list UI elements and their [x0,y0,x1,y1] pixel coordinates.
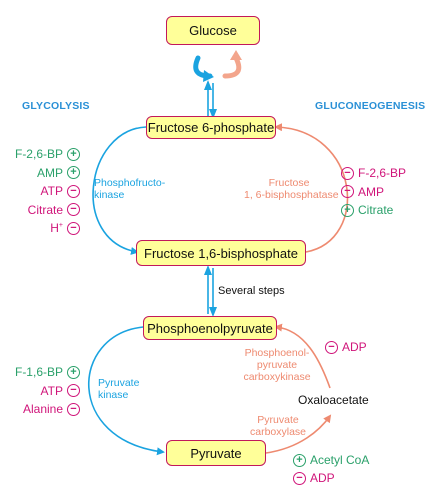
regulator-name: F-2,6-BP [14,147,63,161]
f6p-to-glucose-arrow [222,55,242,79]
pk-arrow [87,326,165,456]
pc-arrow [265,414,332,454]
inhibitor-minus-icon: − [67,184,80,198]
phosphoenolpyruvate-box: Phosphoenolpyruvate [143,316,277,340]
gluconeogenesis-header: GLUCONEOGENESIS [315,100,426,112]
activator-plus-icon: + [67,365,80,379]
regulator-name: AMP [36,165,63,180]
fructose-6-phosphate-box: Fructose 6-phosphate [146,116,276,139]
glycolysis-header: GLYCOLYSIS [22,100,90,112]
pepck-label: Phosphoenol-pyruvate carboxykinase [243,347,311,383]
oxaloacetate-label: Oxaloacetate [298,393,369,407]
pepck-arrow [274,323,331,389]
regulator-f-2-6-bp: − F-2,6-BP [341,165,406,181]
pc-label: Pyruvate carboxylase [249,414,307,438]
activator-plus-icon: + [341,203,354,217]
regulator-name: ATP [40,383,63,398]
regulator-name: AMP [358,184,385,199]
inhibitor-minus-icon: − [341,185,354,198]
regulator-citrate: Citrate − [28,202,80,218]
inhibitor-minus-icon: − [341,166,354,180]
regulator-name: Citrate [27,202,63,217]
regulator-name: F-1,6-BP [14,365,63,379]
regulator-name: ATP [40,184,63,198]
regulator-h: H+ − [50,220,80,236]
inhibitor-minus-icon: − [67,221,80,235]
regulator-adp: − ADP [325,339,367,355]
regulator-acetyl-coa: + Acetyl CoA [293,452,369,468]
inhibitor-minus-icon: − [293,471,306,485]
activator-plus-icon: + [67,147,80,161]
regulator-f-2-6-bp: F-2,6-BP + [15,146,80,162]
regulator-name: Alanine [22,402,63,416]
pk-label: Pyruvate kinase [98,377,140,401]
fbpase-label: Fructose 1, 6-bisphosphatase [244,177,339,201]
regulator-amp: − AMP [341,184,384,200]
regulator-name: Citrate [358,203,394,217]
regulator-atp: ATP − [41,183,80,199]
regulator-name: H+ [50,221,63,235]
activator-plus-icon: + [293,453,306,467]
regulator-citrate: + Citrate [341,202,393,218]
inhibitor-minus-icon: − [67,384,80,397]
fructose-1-6-bisphosphate-box: Fructose 1,6-bisphosphate [136,240,306,266]
regulator-name: ADP [342,340,367,354]
several-steps-label: Several steps [218,285,285,297]
activator-plus-icon: + [67,166,80,179]
inhibitor-minus-icon: − [325,340,338,354]
regulator-atp: ATP − [41,383,80,399]
inhibitor-minus-icon: − [67,402,80,416]
regulator-adp: − ADP [293,470,335,486]
glucose-box: Glucose [166,16,260,45]
regulator-name: Acetyl CoA [310,453,370,467]
regulator-alanine: Alanine − [23,401,80,417]
pfk-arrow [92,126,147,255]
regulator-name: ADP [310,471,335,485]
regulator-name: F-2,6-BP [358,166,407,180]
inhibitor-minus-icon: − [67,203,80,216]
pyruvate-box: Pyruvate [166,440,266,466]
pfk-label: Phosphofructo-kinase [94,177,166,201]
regulator-f-1-6-bp: F-1,6-BP + [15,364,80,380]
regulator-amp: AMP + [37,165,80,181]
